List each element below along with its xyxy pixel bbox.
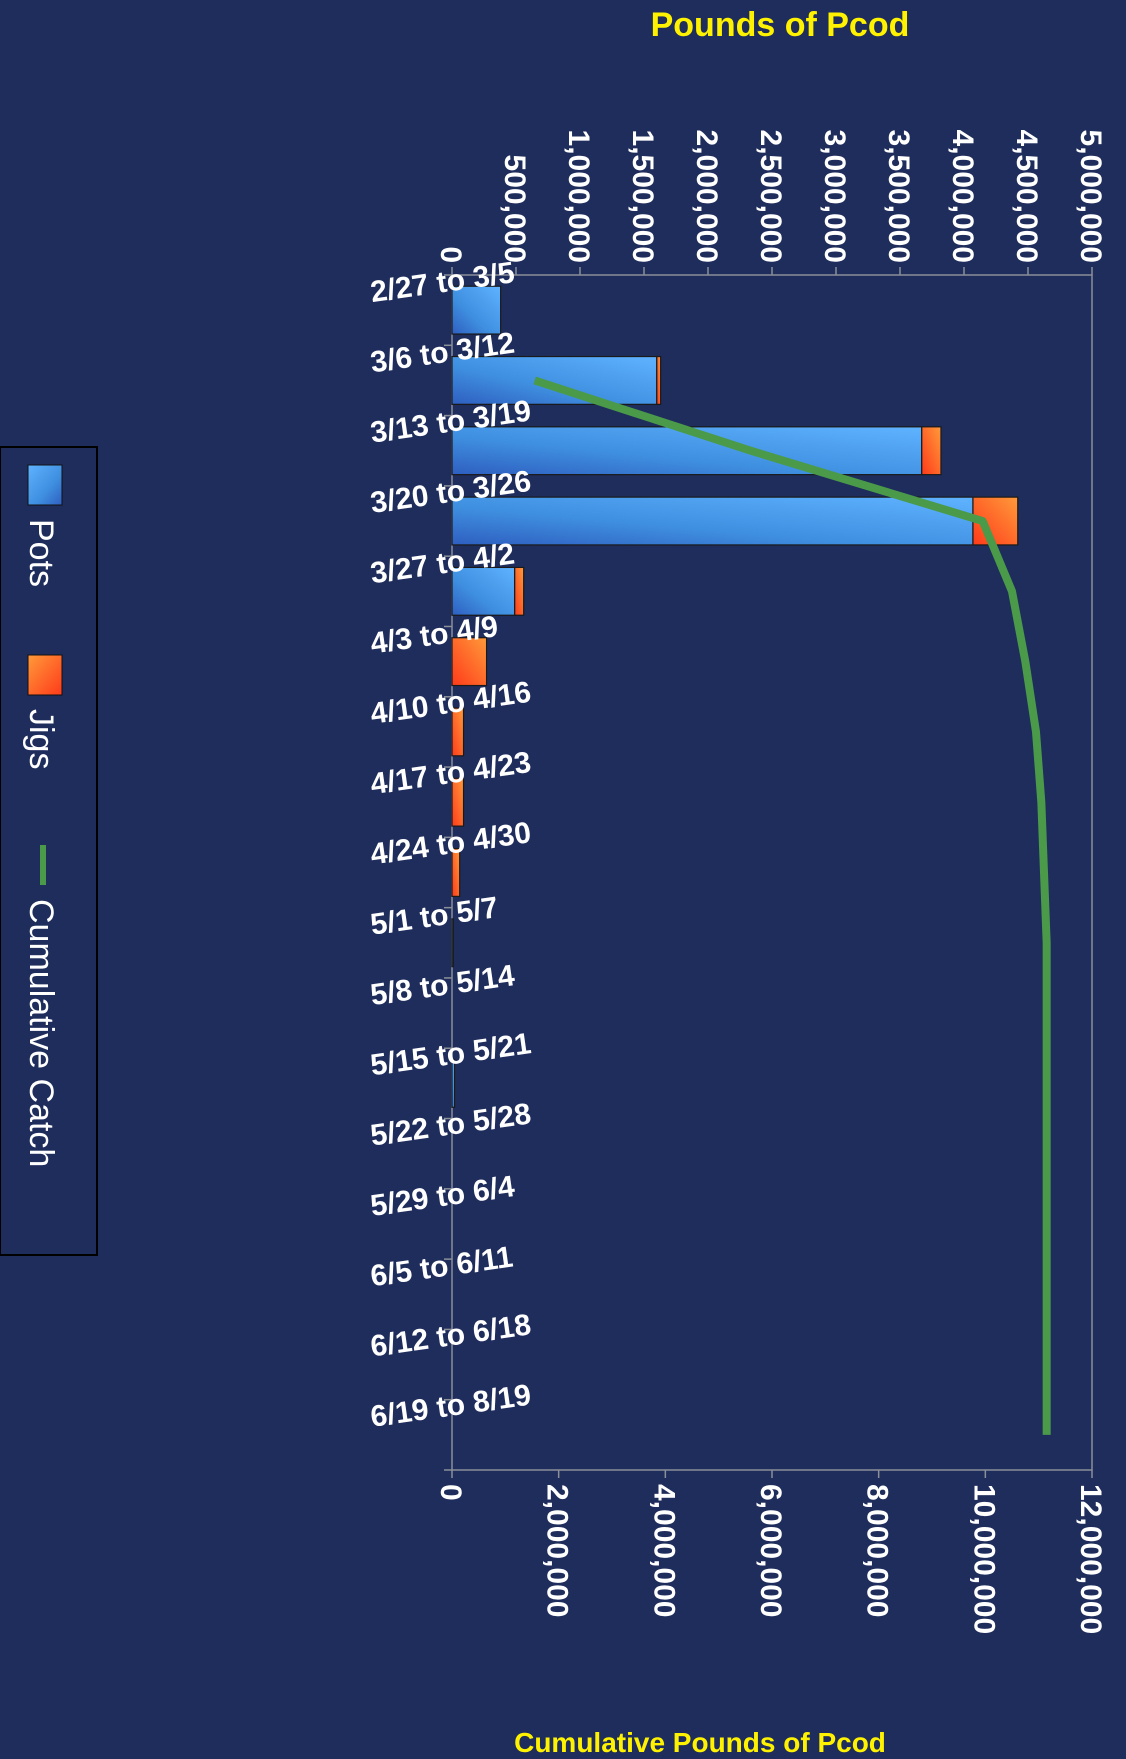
legend-label: Pots	[22, 519, 60, 587]
legend	[0, 446, 98, 1256]
primary-tick-label: 4,500,000	[1010, 130, 1043, 263]
primary-tick-label: 4,000,000	[946, 130, 979, 263]
cumulative-catch-line	[533, 376, 1051, 1435]
secondary-tick-label: 8,000,000	[861, 1484, 894, 1617]
bar-jigs-4	[514, 566, 525, 616]
secondary-tick-label: 10,000,000	[967, 1484, 1000, 1634]
bottom-axis-title: Cumulative Pounds of Pcod	[514, 1727, 886, 1758]
top-axis-title: Pounds of Pcod	[651, 6, 910, 44]
secondary-tick-label: 2,000,000	[541, 1484, 574, 1617]
legend-box	[0, 446, 98, 1256]
category-label: 5/8 to 5/14	[368, 959, 517, 1012]
bar-pots-11	[451, 1058, 456, 1108]
cumulative-line-group	[533, 376, 1051, 1435]
bar-pots-0	[451, 285, 502, 335]
category-label: 4/10 to 4/16	[368, 676, 533, 731]
legend-items: Pots Jigs Cumulative Catch	[22, 464, 63, 1167]
category-label: 6/12 to 6/18	[368, 1308, 533, 1363]
category-label: 6/19 to 8/19	[368, 1379, 533, 1434]
bar-jigs-6	[451, 707, 465, 757]
bar-pots-9	[451, 918, 454, 968]
bar-jigs-1	[656, 355, 662, 405]
bar-jigs-8	[451, 847, 461, 897]
legend-label: Jigs	[22, 709, 60, 769]
category-label: 4/24 to 4/30	[368, 816, 533, 871]
category-label: 5/29 to 6/4	[368, 1170, 517, 1223]
primary-tick-label: 3,500,000	[882, 130, 915, 263]
legend-swatch-jigs	[27, 654, 63, 696]
bar-jigs-5	[451, 637, 488, 687]
primary-tick-label: 0	[434, 246, 467, 263]
bar-pots-3	[451, 496, 974, 546]
secondary-tick-label: 12,000,000	[1074, 1484, 1107, 1634]
secondary-tick-label: 4,000,000	[647, 1484, 680, 1617]
legend-swatch-line	[40, 845, 46, 885]
secondary-axis: 0 2,000,000 4,000,000 6,000,000 8,000,000 10,…	[434, 1470, 1107, 1634]
category-label: 5/22 to 5/28	[368, 1097, 533, 1152]
secondary-tick-label: 6,000,000	[754, 1484, 787, 1617]
primary-tick-label: 500,000	[498, 155, 531, 263]
primary-tick-label: 1,500,000	[626, 130, 659, 263]
primary-tick-label: 3,000,000	[818, 130, 851, 263]
category-label: 4/17 to 4/23	[368, 746, 533, 801]
category-label: 5/1 to 5/7	[368, 891, 500, 942]
bar-jigs-2	[921, 426, 942, 476]
primary-tick-label: 5,000,000	[1074, 130, 1107, 263]
primary-tick-label: 2,000,000	[690, 130, 723, 263]
chart-rotated-group: 0 500,000 1,000,000 1,500,000 2,000,000 2,500…	[368, 130, 1107, 1635]
legend-swatch-pots	[27, 464, 63, 506]
category-label: 5/15 to 5/21	[368, 1027, 533, 1082]
bar-jigs-7	[451, 777, 465, 827]
primary-tick-label: 2,500,000	[754, 130, 787, 263]
secondary-tick-label: 0	[434, 1484, 467, 1501]
bars	[451, 285, 1019, 1108]
legend-label: Cumulative Catch	[22, 899, 60, 1167]
category-label: 6/5 to 6/11	[368, 1241, 515, 1294]
primary-tick-label: 1,000,000	[562, 130, 595, 263]
primary-axis: 0 500,000 1,000,000 1,500,000 2,000,000 2,500…	[434, 130, 1107, 275]
